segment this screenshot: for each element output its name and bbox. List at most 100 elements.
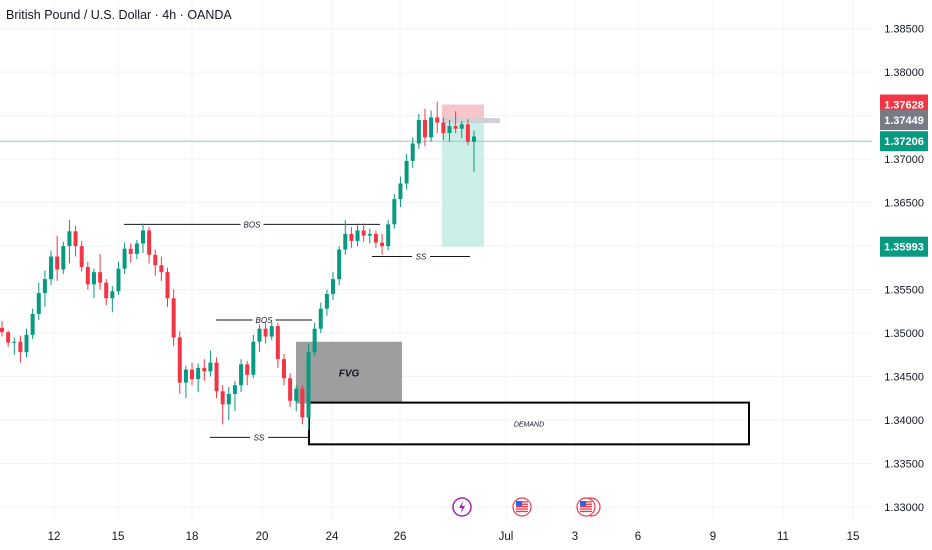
candle-body	[55, 256, 60, 270]
fvg-label: FVG	[339, 369, 360, 380]
candle-body	[269, 326, 274, 337]
x-tick-label: 11	[777, 531, 789, 543]
flag-stripe	[580, 508, 592, 510]
candle-body	[67, 231, 72, 247]
y-tick-label: 1.37000	[884, 154, 924, 166]
candle-body	[36, 293, 41, 314]
candle-body	[404, 160, 409, 184]
y-axis: 1.385001.380001.375001.370001.365001.360…	[884, 24, 924, 514]
price-badge-bg	[880, 94, 928, 115]
price-badge-label: 1.37449	[884, 115, 924, 127]
y-tick-label: 1.35500	[884, 285, 924, 297]
candle-body	[6, 332, 11, 343]
candle-body	[337, 249, 342, 280]
candle-body	[465, 124, 470, 142]
candle-body	[0, 327, 4, 333]
candle-body	[257, 328, 262, 342]
candle-body	[61, 246, 66, 270]
candle-body	[318, 308, 323, 329]
y-tick-label: 1.35000	[884, 328, 924, 340]
x-tick-label: 24	[326, 531, 339, 543]
candle-body	[214, 362, 219, 392]
candle-body	[416, 120, 421, 144]
candle-body	[459, 124, 464, 129]
x-tick-label: 15	[847, 531, 860, 543]
candle-body	[294, 388, 299, 401]
candle-body	[239, 364, 244, 386]
candle-body	[232, 385, 237, 394]
price-badge-bg	[880, 131, 928, 152]
chart-title: British Pound / U.S. Dollar · 4h · OANDA	[6, 8, 232, 22]
candle-body	[110, 291, 115, 299]
y-tick-label: 1.36500	[884, 198, 924, 210]
level-label-bos: BOS	[244, 220, 262, 229]
candle-body	[30, 313, 35, 335]
x-tick-label: 3	[572, 531, 578, 543]
candle-body	[435, 117, 440, 123]
candle-body	[79, 246, 84, 267]
take-profit-zone	[442, 120, 484, 247]
x-tick-label: 15	[112, 531, 125, 543]
candle-body	[183, 369, 188, 383]
candle-body	[12, 341, 17, 343]
x-tick-label: 6	[635, 531, 641, 543]
candle-body	[355, 230, 360, 241]
candle-body	[91, 272, 96, 285]
candle-body	[312, 328, 317, 353]
candle-body	[220, 391, 225, 405]
level-label-ss: SS	[254, 433, 265, 442]
price-badge: 1.37628	[880, 94, 928, 115]
candle-body	[361, 230, 366, 236]
candle-body	[281, 359, 286, 379]
candle-body	[300, 388, 305, 418]
demand-label: DEMAND	[514, 421, 544, 428]
candle-body	[441, 122, 446, 134]
price-badge: 1.37206	[880, 131, 928, 152]
candle-body	[196, 367, 201, 380]
us-flag-multi-event-icon	[576, 497, 601, 517]
candle-body	[263, 328, 268, 337]
candle-body	[226, 393, 231, 405]
candle-body	[410, 143, 415, 161]
price-badge-label: 1.35993	[884, 242, 924, 254]
candle-body	[104, 282, 109, 299]
candle-body	[386, 224, 391, 247]
entry-marker	[442, 118, 500, 124]
flag-stripe	[516, 508, 528, 510]
candle-body	[24, 334, 29, 353]
price-badge-bg	[880, 236, 928, 257]
candles	[0, 101, 477, 431]
price-badge-label: 1.37628	[884, 100, 924, 112]
candle-body	[306, 352, 311, 418]
us-flag-event-icon	[512, 497, 532, 517]
candle-body	[159, 265, 164, 273]
candle-body	[422, 120, 427, 138]
x-tick-label: 12	[48, 531, 61, 543]
x-tick-label: Jul	[499, 531, 514, 543]
candle-body	[343, 233, 348, 250]
candle-body	[429, 117, 434, 138]
x-tick-label: 9	[710, 531, 716, 543]
level-label-bos: BOS	[256, 316, 274, 325]
candle-body	[134, 243, 139, 254]
flag-stripe	[580, 506, 592, 508]
candle-body	[245, 364, 250, 375]
x-axis: 12 15 18 20 24 26 Jul 3 6 9 11 15	[48, 531, 860, 543]
grid-lines	[0, 0, 872, 520]
candle-body	[331, 279, 336, 294]
y-tick-label: 1.38500	[884, 24, 924, 36]
candle-body	[275, 326, 280, 360]
candle-body	[288, 378, 293, 401]
price-badge-bg	[880, 110, 928, 131]
candle-body	[140, 230, 145, 244]
candle-body	[453, 126, 458, 129]
lightning-event-icon	[452, 497, 472, 517]
candle-body	[472, 136, 477, 142]
candle-body	[373, 233, 378, 243]
x-tick-label: 26	[394, 531, 407, 543]
candle-body	[324, 293, 329, 309]
candle-body	[85, 266, 90, 285]
